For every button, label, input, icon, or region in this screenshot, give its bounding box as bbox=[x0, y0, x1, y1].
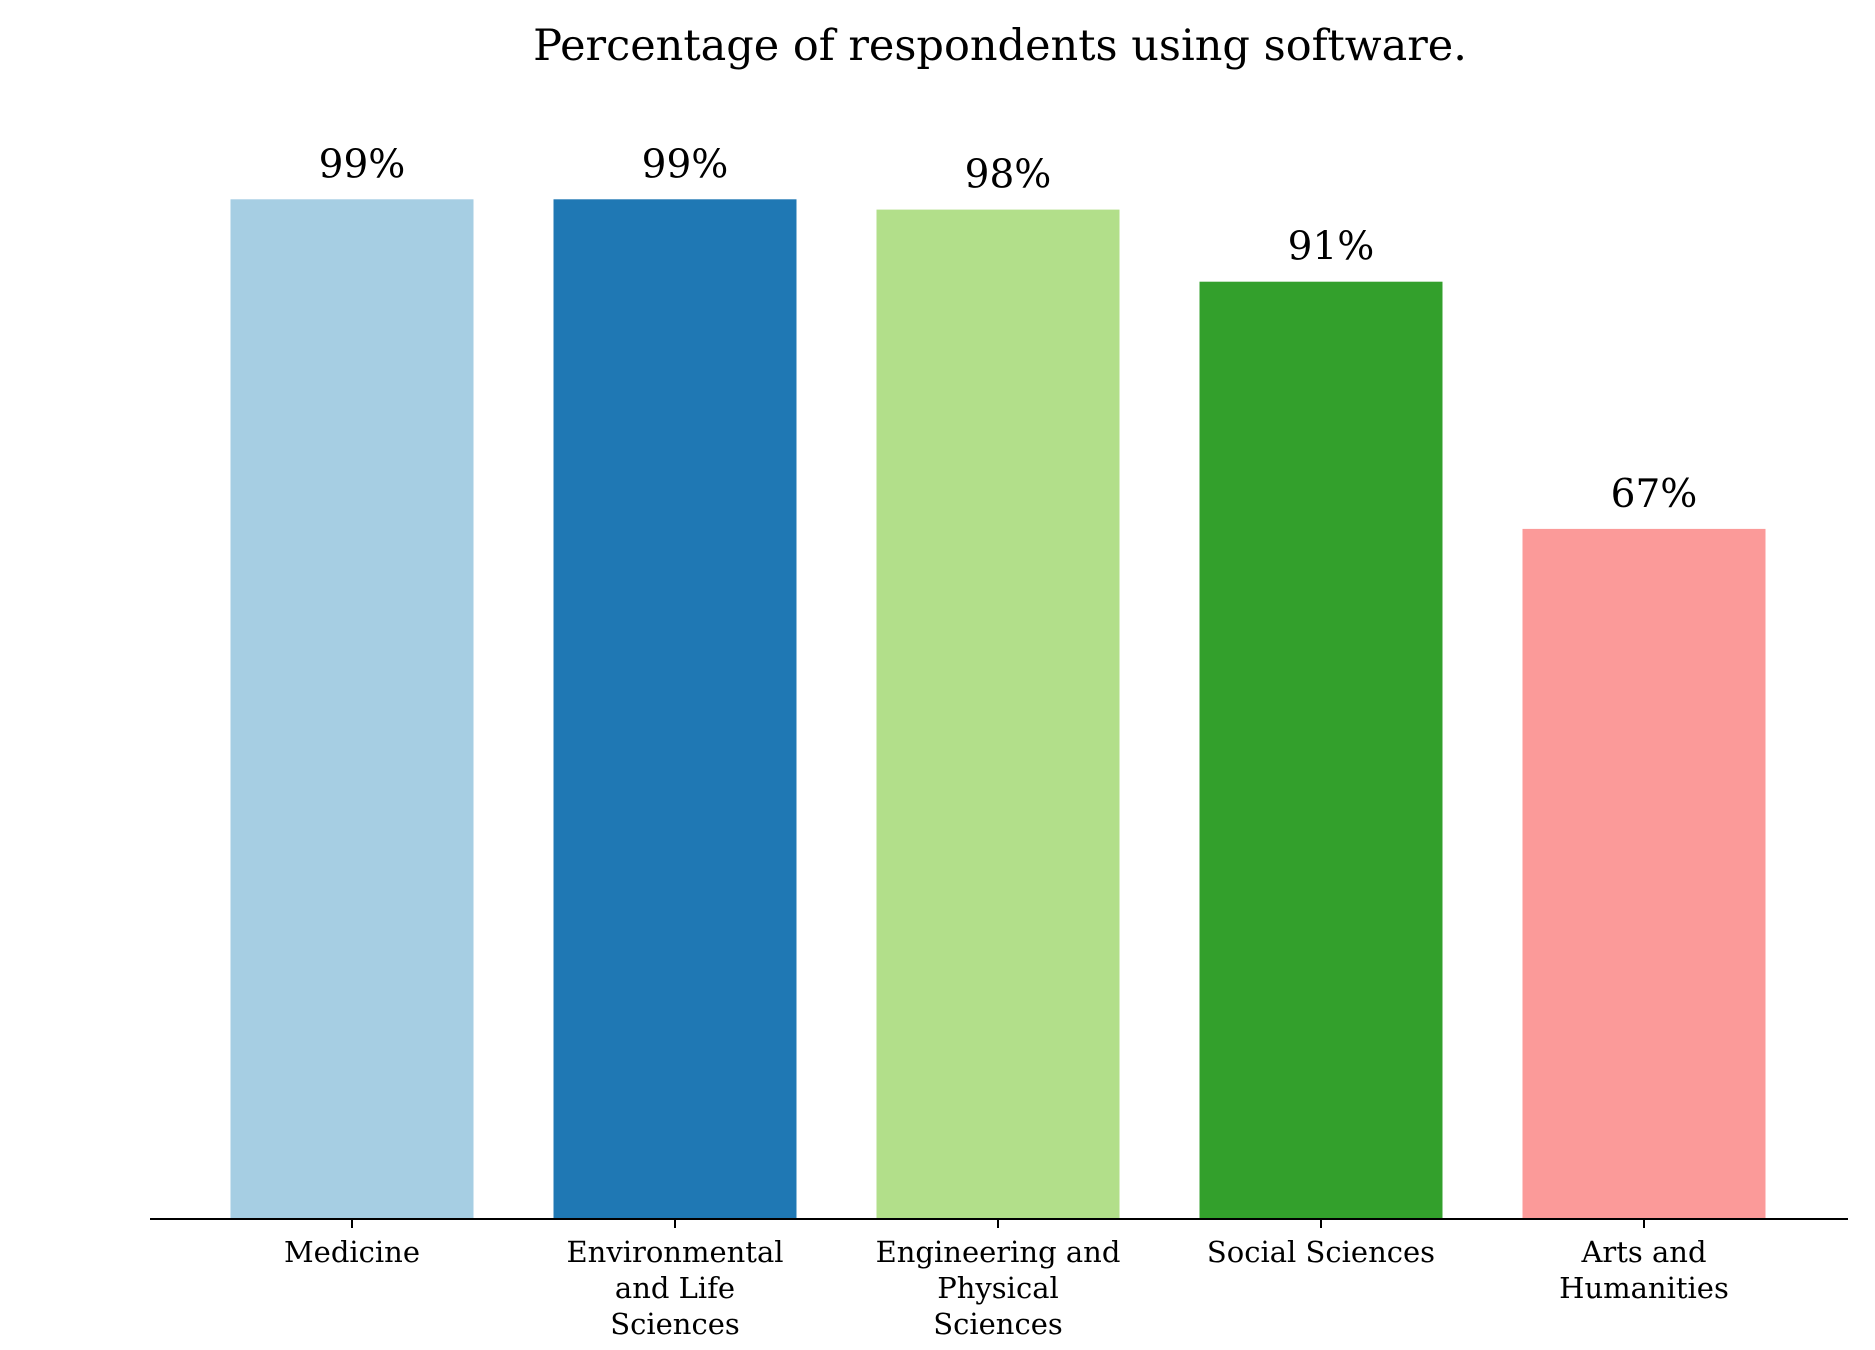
x-tick-label-0: Medicine bbox=[284, 1235, 420, 1269]
x-ticks-layer bbox=[351, 1219, 1645, 1228]
bars-layer bbox=[230, 199, 1766, 1220]
x-tick-label-line: Social Sciences bbox=[1207, 1235, 1435, 1269]
bar-1 bbox=[553, 199, 797, 1220]
x-tick-label-line: Humanities bbox=[1559, 1271, 1729, 1305]
bar-3 bbox=[1199, 281, 1443, 1219]
bar-value-label-2: 98% bbox=[965, 153, 1052, 198]
bar-2 bbox=[876, 209, 1120, 1220]
x-tick-label-1: Environmental and Life Sciences bbox=[566, 1235, 783, 1341]
bar-value-label-4: 67% bbox=[1611, 472, 1698, 517]
bar-0 bbox=[230, 199, 474, 1220]
x-tick-label-3: Social Sciences bbox=[1207, 1235, 1435, 1269]
chart-title: Percentage of respondents using software… bbox=[533, 21, 1467, 71]
x-tick-label-line: Sciences bbox=[933, 1307, 1063, 1341]
x-tick-labels-layer: Medicine Environmental and Life SciencesEng… bbox=[284, 1235, 1729, 1341]
x-tick-label-line: Arts and bbox=[1580, 1235, 1706, 1269]
bar-value-label-0: 99% bbox=[319, 142, 406, 187]
x-tick-label-line: Engineering and bbox=[876, 1235, 1121, 1269]
bar-value-label-3: 91% bbox=[1288, 225, 1375, 270]
x-tick-label-line: Physical bbox=[937, 1271, 1059, 1305]
x-tick-label-line: Sciences bbox=[610, 1307, 740, 1341]
x-tick-label-2: Engineering and Physical Sciences bbox=[876, 1235, 1121, 1341]
x-tick-label-line: Medicine bbox=[284, 1235, 420, 1269]
value-labels-layer: 99% 99% 98% 91% 67% bbox=[319, 142, 1698, 517]
x-tick-label-line: and Life bbox=[615, 1271, 735, 1305]
bar-value-label-1: 99% bbox=[642, 142, 729, 187]
x-tick-label-line: Environmental bbox=[566, 1235, 783, 1269]
bar-4 bbox=[1522, 528, 1766, 1219]
x-tick-label-4: Arts and Humanities bbox=[1559, 1235, 1729, 1305]
